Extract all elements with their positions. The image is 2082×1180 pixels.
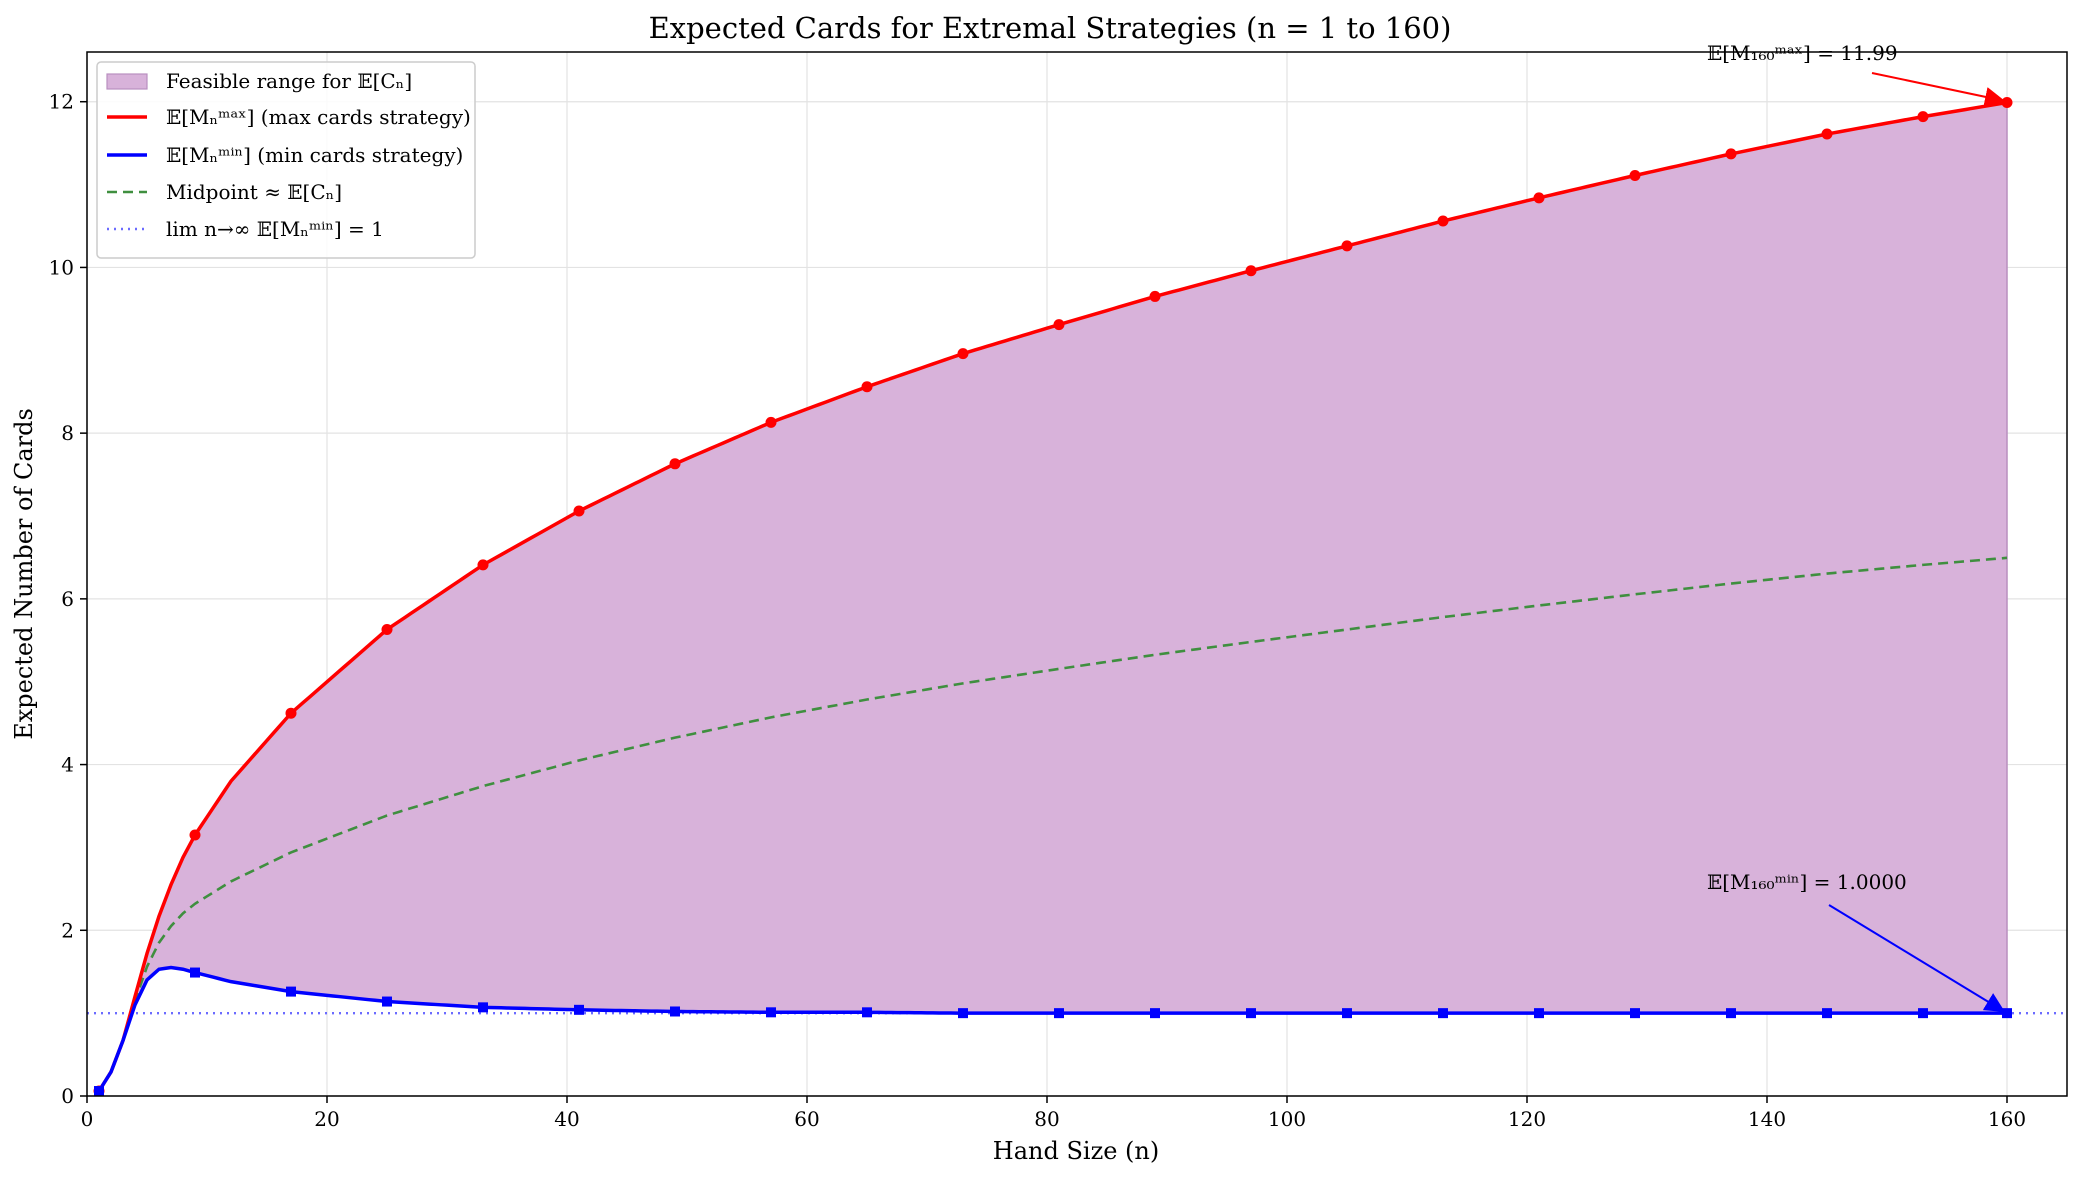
min-strategy-line: [97, 965, 2007, 1092]
max-strategy-point: [1053, 319, 1065, 331]
x-tick-label: 140: [1748, 1107, 1786, 1131]
max-strategy-point: [1917, 111, 1929, 123]
x-tick-label: 0: [81, 1107, 94, 1131]
max-strategy-point: [1629, 169, 1641, 181]
legend-label-max: 𝔼[Mₙᵐᵃˣ] (max cards strategy): [166, 105, 471, 129]
min-strategy-point: [2002, 1008, 2012, 1019]
max-strategy-point: [189, 829, 201, 841]
min-strategy-point: [190, 967, 200, 978]
min-strategy-point: [94, 1086, 104, 1097]
annotation-max: 𝔼[M₁₆₀ᵐᵃˣ] = 11.99: [1707, 41, 1898, 65]
chart-title: Expected Cards for Extremal Strategies (…: [649, 11, 1452, 45]
legend-label-feasible: Feasible range for 𝔼[Cₙ]: [166, 69, 412, 93]
max-strategy-point: [285, 707, 297, 719]
min-strategy-point: [1054, 1008, 1064, 1019]
min-strategy-point: [478, 1002, 488, 1013]
min-strategy-point: [1150, 1008, 1160, 1019]
max-strategy-point: [957, 348, 969, 360]
y-tick-label: 2: [61, 918, 74, 942]
x-tick-label: 60: [794, 1107, 819, 1131]
max-strategy-point: [765, 416, 777, 428]
x-tick-label: 160: [1988, 1107, 2026, 1131]
x-tick-label: 120: [1508, 1107, 1546, 1131]
min-strategy-point: [1246, 1008, 1256, 1019]
min-strategy-point: [286, 986, 296, 997]
x-tick-label: 80: [1034, 1107, 1059, 1131]
max-strategy-point: [1149, 290, 1161, 302]
annotation-min: 𝔼[M₁₆₀ᵐⁱⁿ] = 1.0000: [1707, 870, 1907, 894]
max-strategy-point: [381, 624, 393, 636]
annotation-max-arrow: [1871, 72, 2006, 107]
x-tick-label: 20: [314, 1107, 339, 1131]
y-tick-label: 8: [61, 421, 74, 445]
y-axis-label: Expected Number of Cards: [10, 408, 38, 740]
min-strategy-markers: [94, 967, 2012, 1097]
max-strategy-point: [1821, 128, 1833, 140]
max-strategy-point: [1245, 265, 1257, 277]
min-strategy-point: [1438, 1008, 1448, 1019]
legend-box: [96, 61, 476, 259]
min-strategy-point: [670, 1006, 680, 1017]
max-strategy-point: [1725, 148, 1737, 160]
legend-label-midpoint: Midpoint ≈ 𝔼[Cₙ]: [166, 180, 342, 204]
min-strategy-point: [1342, 1008, 1352, 1019]
max-strategy-point: [1437, 215, 1449, 227]
midpoint-line: [97, 556, 2008, 1092]
max-strategy-point: [1533, 192, 1545, 204]
min-strategy-point: [1918, 1008, 1928, 1019]
y-tick-label: 12: [49, 90, 74, 114]
annotation-min-arrow: [1828, 904, 2006, 1013]
y-tick-label: 10: [49, 255, 74, 279]
max-strategy-point: [861, 381, 873, 393]
y-tick-label: 4: [61, 753, 74, 777]
max-strategy-line: [97, 100, 2008, 1092]
legend-label-limit: lim n→∞ 𝔼[Mₙᵐⁱⁿ] = 1: [166, 217, 384, 241]
min-strategy-point: [1630, 1008, 1640, 1019]
legend-label-min: 𝔼[Mₙᵐⁱⁿ] (min cards strategy): [166, 143, 463, 167]
max-strategy-point: [669, 458, 681, 470]
x-axis-ticks: 0 20 40 60 80 100 120 140 160: [81, 1096, 2026, 1131]
x-tick-label: 40: [554, 1107, 579, 1131]
min-strategy-point: [958, 1008, 968, 1019]
max-strategy-point: [1341, 240, 1353, 252]
min-strategy-point: [574, 1004, 584, 1015]
max-strategy-point: [477, 559, 489, 571]
y-tick-label: 6: [61, 587, 74, 611]
legend-swatch-fill: [106, 73, 148, 90]
plot-frame: [86, 51, 2068, 1097]
min-strategy-point: [1822, 1008, 1832, 1019]
min-strategy-point: [862, 1007, 872, 1018]
max-strategy-point: [2001, 97, 2013, 109]
min-strategy-point: [1534, 1008, 1544, 1019]
y-tick-label: 0: [61, 1084, 74, 1108]
x-tick-label: 100: [1268, 1107, 1306, 1131]
min-strategy-point: [766, 1007, 776, 1018]
max-strategy-point: [573, 505, 585, 517]
min-strategy-point: [382, 996, 392, 1007]
x-axis-label: Hand Size (n): [993, 1137, 1159, 1165]
legend: Feasible range for 𝔼[Cₙ] 𝔼[Mₙᵐᵃˣ] (max c…: [96, 61, 476, 259]
min-strategy-point: [1726, 1008, 1736, 1019]
y-axis-ticks: 0 2 4 6 8 10 12: [49, 90, 87, 1108]
